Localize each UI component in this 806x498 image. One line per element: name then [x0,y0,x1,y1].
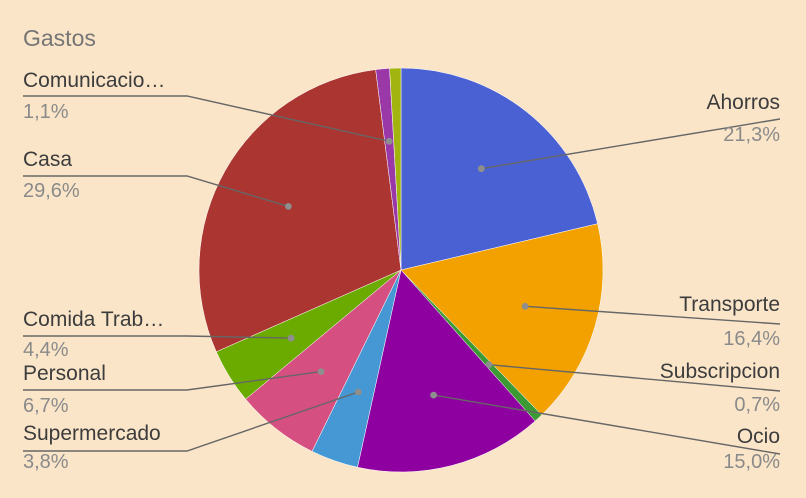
slice-label-ocio: Ocio [737,425,780,448]
leader-line-casa [23,175,289,208]
leader-lines [23,95,781,455]
slice-labels: Ahorros 21,3% Transporte 16,4% Subscripcion 0… [23,69,780,473]
leader-dot-casa [285,203,292,210]
leader-dot-transporte [521,302,529,310]
pie-slices [198,67,604,473]
slice-label-casa: Casa [23,148,72,171]
pie-slice-casa [198,69,402,353]
leader-line-comida-trab [23,335,292,339]
leader-line-subscripcion [488,364,781,392]
slice-percent-supermercado: 3,8% [23,451,69,473]
chart-title: Gastos [23,25,96,51]
leader-line-supermercado [23,391,359,452]
leader-dot-comida-trab [287,334,295,342]
leader-dot-ahorros [477,165,485,173]
leader-line-comunicacio [23,95,390,142]
leader-line-transporte [525,305,781,325]
leader-dot-supermercado [354,388,362,396]
leader-dot-subscripcion [485,361,493,369]
leader-dot-comunicacio [385,137,393,145]
pie-slice-transporte [400,223,604,416]
slice-percent-subscripcion: 0,7% [734,394,780,416]
leader-line-ahorros [481,118,781,170]
slice-label-personal: Personal [23,362,106,385]
slice-label-ahorros: Ahorros [706,91,780,114]
slice-percent-casa: 29,6% [23,180,80,202]
slice-percent-comunicacio: 1,1% [23,101,69,123]
slice-label-comunicacio: Comunicacio… [23,69,165,92]
slice-percent-personal: 6,7% [23,395,69,417]
slice-label-supermercado: Supermercado [23,422,161,445]
slice-label-transporte: Transporte [679,293,780,316]
leader-line-ocio [433,394,781,455]
slice-percent-ocio: 15,0% [723,451,780,473]
slice-label-subscripcion: Subscripcion [660,360,780,383]
leader-dot-ocio [430,391,437,399]
slice-percent-comida-trab: 4,4% [23,339,69,361]
slice-percent-transporte: 16,4% [723,328,780,350]
leader-line-personal [23,370,322,391]
pie-slice-unlabeled [389,67,402,271]
pie-slice-ocio [357,269,536,473]
pie-slice-ahorros [400,67,598,271]
slice-percent-ahorros: 21,3% [723,124,780,146]
leader-dot-personal [317,368,325,375]
slice-label-comida-trab: Comida Trab… [23,308,164,331]
